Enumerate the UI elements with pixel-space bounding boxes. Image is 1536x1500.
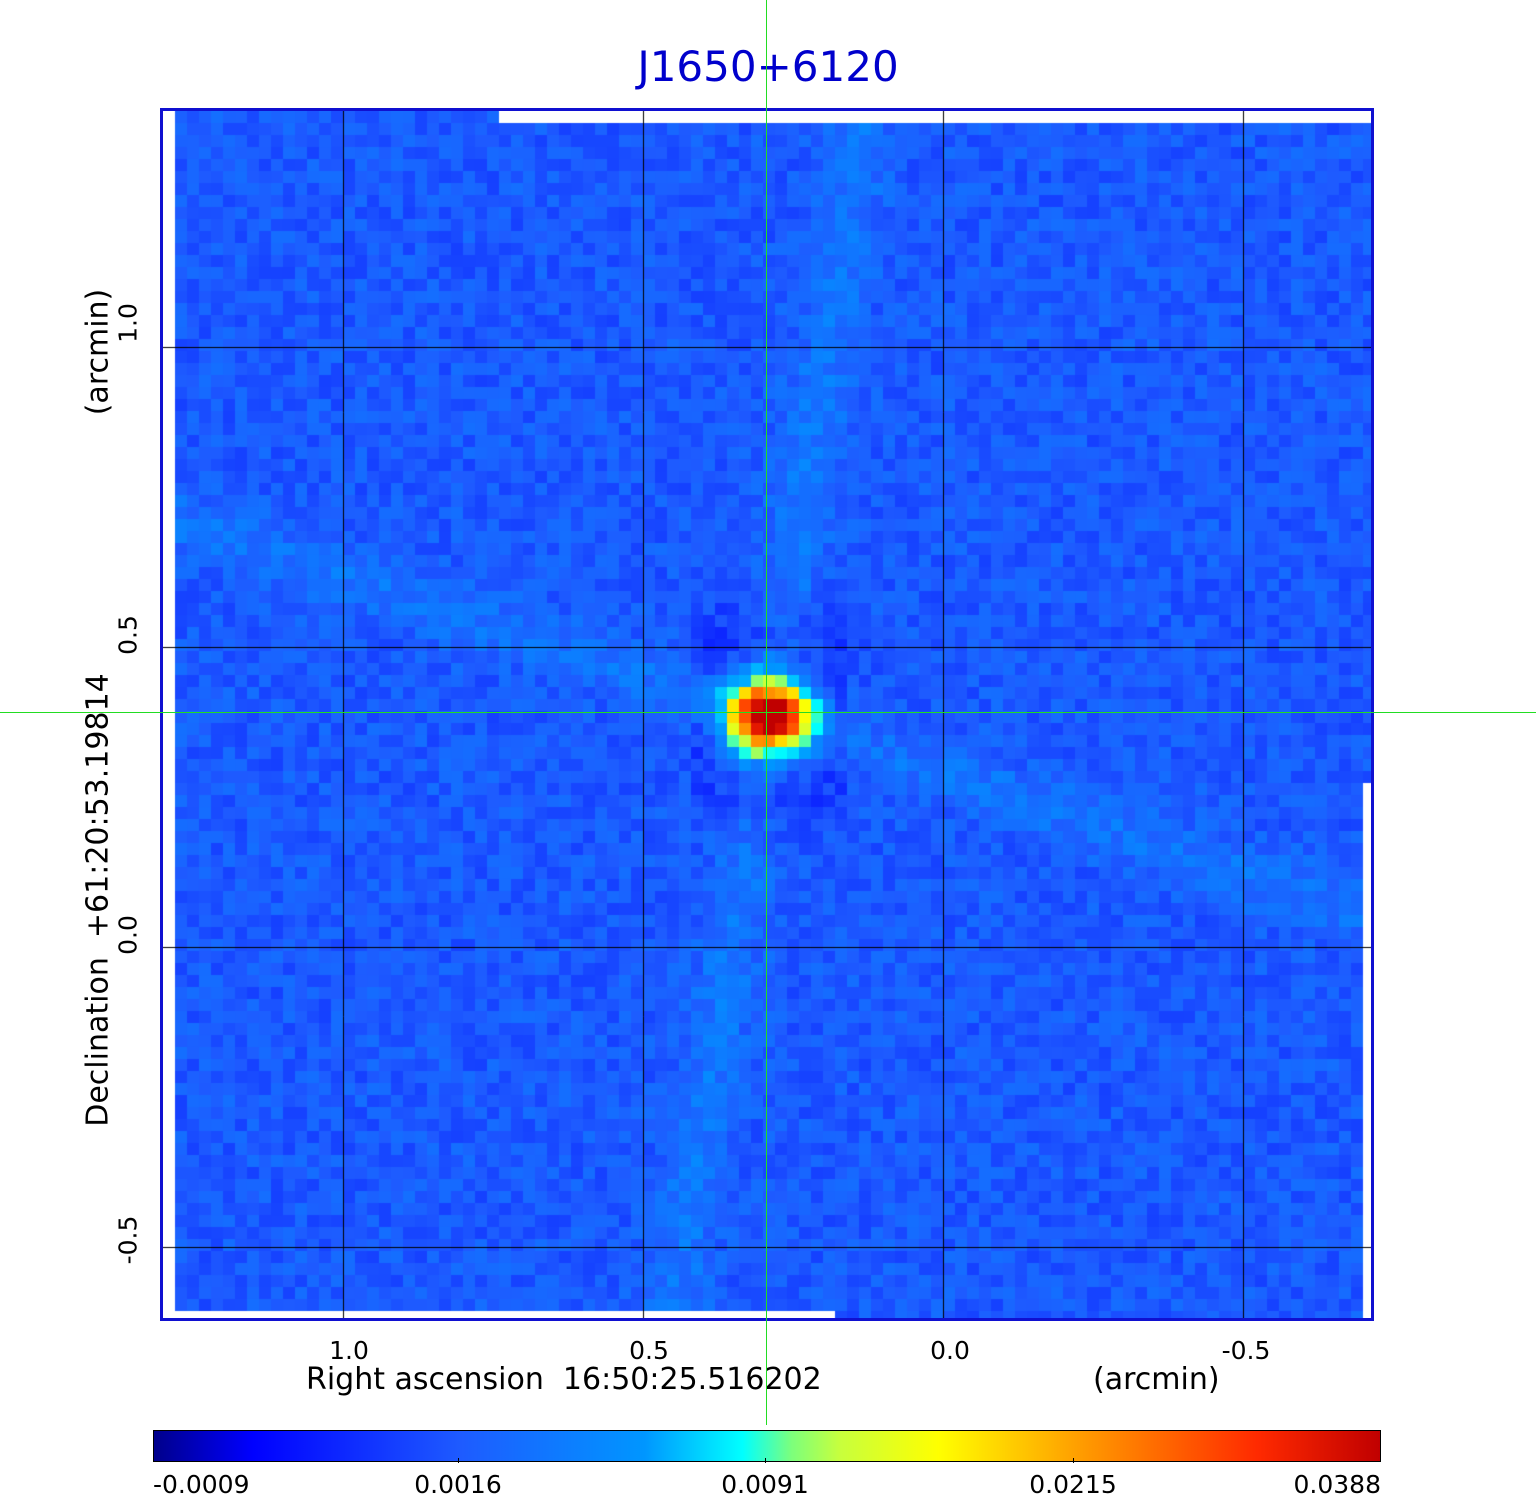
sky-image[interactable] (163, 111, 1371, 1318)
colorbar-tick-label: 0.0388 (1293, 1470, 1381, 1499)
y-tick-label: 0.0 (113, 915, 143, 955)
x-tick-label: 0.5 (629, 1336, 669, 1365)
x-axis-unit: (arcmin) (1093, 1362, 1220, 1397)
colorbar-tick-label: 0.0016 (414, 1470, 502, 1499)
crosshair-horizontal[interactable] (0, 712, 1536, 713)
x-tick-label: 1.0 (329, 1336, 369, 1365)
colorbar-tick-mark (1073, 1458, 1074, 1463)
y-tick-label: 1.0 (113, 303, 143, 343)
y-tick-label: 0.5 (113, 615, 143, 655)
y-tick-label: -0.5 (113, 1215, 143, 1265)
x-axis-label: Right ascension 16:50:25.516202 (306, 1362, 822, 1397)
x-tick-label: 0.0 (930, 1336, 970, 1365)
y-axis-label: Declination +61:20:53.19814 (80, 673, 116, 1127)
y-axis-unit: (arcmin) (80, 288, 116, 416)
colorbar-tick-label: -0.0009 (153, 1470, 250, 1499)
colorbar-tick-label: 0.0215 (1029, 1470, 1117, 1499)
colorbar-tick-label: 0.0091 (721, 1470, 809, 1499)
colorbar (153, 1430, 1381, 1462)
colorbar-tick-mark (765, 1458, 766, 1463)
colorbar-tick-mark (458, 1458, 459, 1463)
x-tick-label: -0.5 (1221, 1336, 1271, 1365)
image-frame[interactable] (160, 108, 1374, 1321)
image-title: J1650+6120 (637, 42, 899, 91)
